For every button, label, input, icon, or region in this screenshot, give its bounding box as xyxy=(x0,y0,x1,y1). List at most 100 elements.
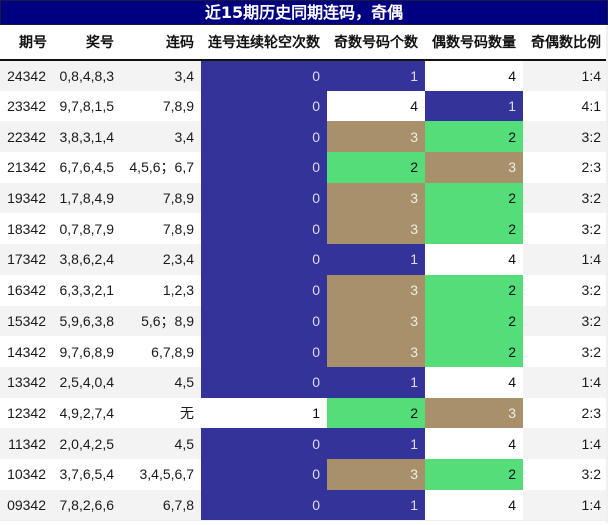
table-title: 近15期历史同期连码，奇偶 xyxy=(0,0,608,25)
numbers-cell: 3,8,3,1,4 xyxy=(54,121,121,153)
consecutive-cell: 7,8,9 xyxy=(121,90,201,122)
odd-count-cell: 3 xyxy=(327,458,425,490)
miss-count-cell: 0 xyxy=(201,121,327,153)
odd-count-cell: 3 xyxy=(327,182,425,214)
consecutive-cell: 6,7,8,9 xyxy=(121,336,201,367)
consecutive-cell: 7,8,9 xyxy=(121,213,201,245)
period-cell: 10342 xyxy=(0,458,54,490)
period-cell: 14342 xyxy=(0,336,54,367)
miss-count-cell: 0 xyxy=(201,152,327,183)
even-count-cell: 1 xyxy=(425,90,523,122)
table-header: 期号 奖号 连码 连号连续轮空次数 奇数号码个数 偶数号码数量 奇偶数比例 xyxy=(0,25,608,61)
numbers-cell: 5,9,6,3,8 xyxy=(54,305,121,337)
consecutive-cell: 3,4,5,6,7 xyxy=(121,458,201,490)
miss-count-cell: 0 xyxy=(201,489,327,521)
table-row: 18342 0,7,8,7,9 7,8,9 0 3 2 3:2 xyxy=(0,213,608,245)
ratio-cell: 1:4 xyxy=(523,366,608,398)
numbers-cell: 3,7,6,5,4 xyxy=(54,458,121,490)
even-count-cell: 2 xyxy=(425,182,523,214)
ratio-cell: 4:1 xyxy=(523,90,608,122)
odd-count-cell: 4 xyxy=(327,90,425,122)
consecutive-cell: 7,8,9 xyxy=(121,182,201,214)
numbers-cell: 2,0,4,2,5 xyxy=(54,428,121,459)
header-numbers: 奖号 xyxy=(54,25,121,61)
ratio-cell: 1:4 xyxy=(523,489,608,521)
consecutive-cell: 5,6；8,9 xyxy=(121,305,201,337)
period-cell: 18342 xyxy=(0,213,54,245)
period-cell: 23342 xyxy=(0,90,54,122)
consecutive-cell: 3,4 xyxy=(121,60,201,91)
table-row: 12342 4,9,2,7,4 无 1 2 3 2:3 xyxy=(0,397,608,429)
numbers-cell: 6,7,6,4,5 xyxy=(54,152,121,183)
period-cell: 15342 xyxy=(0,305,54,337)
ratio-cell: 2:3 xyxy=(523,397,608,429)
table-row: 21342 6,7,6,4,5 4,5,6；6,7 0 2 3 2:3 xyxy=(0,152,608,183)
table-row: 23342 9,7,8,1,5 7,8,9 0 4 1 4:1 xyxy=(0,90,608,122)
miss-count-cell: 0 xyxy=(201,60,327,91)
odd-count-cell: 3 xyxy=(327,305,425,337)
table-row: 19342 1,7,8,4,9 7,8,9 0 3 2 3:2 xyxy=(0,182,608,214)
odd-count-cell: 1 xyxy=(327,60,425,91)
odd-count-cell: 1 xyxy=(327,244,425,275)
odd-count-cell: 1 xyxy=(327,428,425,459)
miss-count-cell: 0 xyxy=(201,458,327,490)
odd-count-cell: 2 xyxy=(327,152,425,183)
period-cell: 11342 xyxy=(0,428,54,459)
ratio-cell: 3:2 xyxy=(523,213,608,245)
numbers-cell: 4,9,2,7,4 xyxy=(54,397,121,429)
odd-count-cell: 3 xyxy=(327,274,425,306)
ratio-cell: 3:2 xyxy=(523,336,608,367)
even-count-cell: 4 xyxy=(425,428,523,459)
table-row: 15342 5,9,6,3,8 5,6；8,9 0 3 2 3:2 xyxy=(0,305,608,337)
header-miss-count: 连号连续轮空次数 xyxy=(201,25,327,61)
even-count-cell: 2 xyxy=(425,336,523,367)
header-even-count: 偶数号码数量 xyxy=(425,25,523,61)
period-cell: 19342 xyxy=(0,182,54,214)
even-count-cell: 4 xyxy=(425,366,523,398)
numbers-cell: 0,8,4,8,3 xyxy=(54,60,121,91)
period-cell: 13342 xyxy=(0,366,54,398)
consecutive-cell: 4,5 xyxy=(121,366,201,398)
numbers-cell: 0,7,8,7,9 xyxy=(54,213,121,245)
even-count-cell: 2 xyxy=(425,305,523,337)
numbers-cell: 1,7,8,4,9 xyxy=(54,182,121,214)
period-cell: 09342 xyxy=(0,489,54,521)
ratio-cell: 2:3 xyxy=(523,152,608,183)
odd-count-cell: 3 xyxy=(327,121,425,153)
table-row: 17342 3,8,6,2,4 2,3,4 0 1 4 1:4 xyxy=(0,244,608,275)
even-count-cell: 4 xyxy=(425,489,523,521)
table-row: 24342 0,8,4,8,3 3,4 0 1 4 1:4 xyxy=(0,60,608,91)
header-row: 期号 奖号 连码 连号连续轮空次数 奇数号码个数 偶数号码数量 奇偶数比例 xyxy=(0,25,608,61)
table-body: 24342 0,8,4,8,3 3,4 0 1 4 1:4 23342 9,7,… xyxy=(0,60,608,521)
even-count-cell: 2 xyxy=(425,274,523,306)
even-count-cell: 4 xyxy=(425,60,523,91)
period-cell: 12342 xyxy=(0,397,54,429)
lottery-history-table: 期号 奖号 连码 连号连续轮空次数 奇数号码个数 偶数号码数量 奇偶数比例 24… xyxy=(0,25,608,521)
miss-count-cell: 0 xyxy=(201,305,327,337)
period-cell: 17342 xyxy=(0,244,54,275)
odd-count-cell: 3 xyxy=(327,336,425,367)
header-ratio: 奇偶数比例 xyxy=(523,25,608,61)
odd-count-cell: 1 xyxy=(327,489,425,521)
table-row: 11342 2,0,4,2,5 4,5 0 1 4 1:4 xyxy=(0,428,608,459)
odd-count-cell: 3 xyxy=(327,213,425,245)
ratio-cell: 3:2 xyxy=(523,121,608,153)
header-odd-count: 奇数号码个数 xyxy=(327,25,425,61)
table-row: 16342 6,3,3,2,1 1,2,3 0 3 2 3:2 xyxy=(0,274,608,306)
table-right-border xyxy=(606,25,608,523)
consecutive-cell: 无 xyxy=(121,397,201,429)
odd-count-cell: 1 xyxy=(327,366,425,398)
numbers-cell: 7,8,2,6,6 xyxy=(54,489,121,521)
table-row: 14342 9,7,6,8,9 6,7,8,9 0 3 2 3:2 xyxy=(0,336,608,367)
miss-count-cell: 0 xyxy=(201,182,327,214)
ratio-cell: 3:2 xyxy=(523,305,608,337)
period-cell: 22342 xyxy=(0,121,54,153)
numbers-cell: 3,8,6,2,4 xyxy=(54,244,121,275)
ratio-cell: 3:2 xyxy=(523,182,608,214)
consecutive-cell: 4,5,6；6,7 xyxy=(121,152,201,183)
consecutive-cell: 2,3,4 xyxy=(121,244,201,275)
miss-count-cell: 0 xyxy=(201,244,327,275)
numbers-cell: 9,7,8,1,5 xyxy=(54,90,121,122)
header-consecutive: 连码 xyxy=(121,25,201,61)
table-row: 10342 3,7,6,5,4 3,4,5,6,7 0 3 2 3:2 xyxy=(0,458,608,490)
